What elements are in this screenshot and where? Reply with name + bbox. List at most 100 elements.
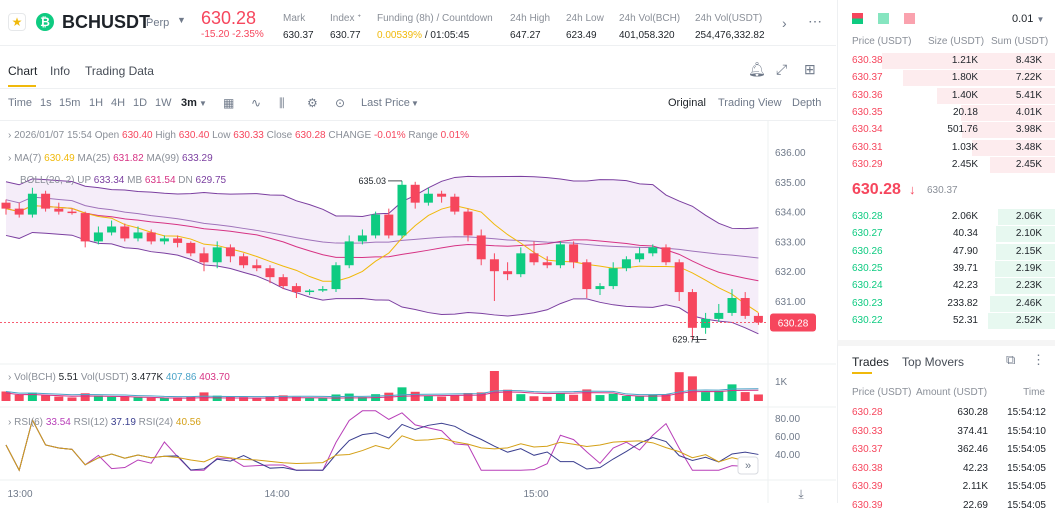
- tab-chart[interactable]: Chart: [8, 64, 37, 78]
- volume-bar: [714, 391, 723, 401]
- trade-price: 630.38: [852, 463, 883, 474]
- interval-1h[interactable]: 1H: [89, 97, 103, 109]
- collapse-icon[interactable]: ›: [8, 130, 11, 141]
- stat-index[interactable]: Index ᐩ 630.77: [330, 10, 361, 44]
- interval-1w[interactable]: 1W: [155, 97, 172, 109]
- popout-icon[interactable]: ⧉: [1006, 352, 1015, 368]
- precision-select[interactable]: 0.01 ▼: [1012, 13, 1044, 25]
- row-size: 52.31: [953, 315, 978, 326]
- interval-selected[interactable]: 3m: [181, 97, 197, 109]
- stat-value: 623.49: [566, 27, 604, 44]
- interval-15m[interactable]: 15m: [59, 97, 80, 109]
- chevron-down-icon: ▼: [1036, 15, 1044, 24]
- orderbook-row[interactable]: 630.25 39.71 2.19K: [838, 260, 1055, 277]
- high-label: High: [155, 130, 176, 141]
- row-price: 630.36: [852, 90, 883, 101]
- orderbook-row[interactable]: 630.28 2.06K 2.06K: [838, 208, 1055, 225]
- collapse-icon[interactable]: ›: [8, 417, 11, 428]
- orderbook-row[interactable]: 630.27 40.34 2.10K: [838, 225, 1055, 242]
- volume-bar: [556, 393, 565, 401]
- candle-body: [15, 209, 24, 215]
- row-size: 1.40K: [952, 90, 978, 101]
- interval-4h[interactable]: 4H: [111, 97, 125, 109]
- collapse-icon[interactable]: ›: [8, 372, 11, 383]
- candle-body: [543, 262, 552, 265]
- chevron-right-icon[interactable]: ›: [782, 15, 787, 31]
- price-type-dropdown-icon[interactable]: ▼: [411, 99, 419, 108]
- price-type-select[interactable]: Last Price: [361, 97, 410, 109]
- indicator-icon[interactable]: ∿: [251, 96, 261, 110]
- interval-1d[interactable]: 1D: [133, 97, 147, 109]
- last-price: 630.28: [201, 8, 256, 29]
- book-both-icon[interactable]: [852, 13, 863, 24]
- stat-value: 630.37: [283, 27, 314, 44]
- orderbook-row[interactable]: 630.22 52.31 2.52K: [838, 312, 1055, 329]
- tab-info[interactable]: Info: [50, 64, 70, 78]
- time-axis-label: 13:00: [7, 489, 32, 500]
- calendar-icon[interactable]: ▦: [223, 96, 234, 110]
- row-size: 1.03K: [952, 142, 978, 153]
- stat-value: 630.77: [330, 27, 361, 44]
- candle-body: [556, 244, 565, 265]
- candle-body: [226, 247, 235, 256]
- symbol-dropdown-icon[interactable]: ▼: [177, 15, 186, 25]
- volume-bar: [701, 392, 710, 401]
- stat-label: 24h High: [510, 10, 550, 27]
- more-vertical-icon[interactable]: ⋮: [1032, 352, 1045, 368]
- stat-label: Funding (8h) / Countdown: [377, 10, 493, 27]
- layout-grid-icon[interactable]: ⊞: [804, 61, 816, 78]
- orderbook-row[interactable]: 630.36 1.40K 5.41K: [838, 87, 1055, 104]
- volume-bar: [635, 396, 644, 401]
- orderbook-row[interactable]: 630.26 47.90 2.15K: [838, 243, 1055, 260]
- view-trading-view[interactable]: Trading View: [718, 97, 782, 109]
- tab-trades[interactable]: Trades: [852, 355, 889, 369]
- symbol-name[interactable]: BCHUSDT: [62, 12, 150, 33]
- tab-top-movers[interactable]: Top Movers: [902, 355, 964, 369]
- col-size: Size (USDT): [928, 36, 984, 47]
- open-label: Open: [95, 130, 119, 141]
- more-options-icon[interactable]: ⋯: [808, 13, 822, 30]
- candle-body: [635, 253, 644, 259]
- candle-body: [54, 209, 63, 212]
- orderbook-row[interactable]: 630.35 20.18 4.01K: [838, 104, 1055, 121]
- orderbook-row[interactable]: 630.29 2.45K 2.45K: [838, 156, 1055, 173]
- book-asks-icon[interactable]: [904, 13, 915, 24]
- collapse-icon[interactable]: ›: [8, 153, 11, 164]
- col-trade-price: Price (USDT): [852, 387, 911, 398]
- volume-bar: [648, 394, 657, 401]
- orderbook-row[interactable]: 630.23 233.82 2.46K: [838, 295, 1055, 312]
- candle-body: [398, 185, 407, 236]
- bell-icon[interactable]: 🔔︎: [748, 61, 766, 78]
- view-original[interactable]: Original: [668, 97, 706, 109]
- candle-body: [609, 268, 618, 286]
- expand-icon[interactable]: ⤢: [776, 61, 787, 78]
- candle-body: [292, 286, 301, 292]
- view-depth[interactable]: Depth: [792, 97, 821, 109]
- settings-chart-icon[interactable]: ⚙: [307, 96, 318, 110]
- time-axis-label: 15:00: [523, 489, 548, 500]
- row-price: 630.37: [852, 72, 883, 83]
- candle-type-icon[interactable]: ⫼: [279, 96, 285, 111]
- row-price: 630.22: [852, 315, 883, 326]
- interval-dropdown-icon[interactable]: ▼: [199, 99, 207, 108]
- orderbook-row[interactable]: 630.24 42.23 2.23K: [838, 277, 1055, 294]
- favorite-star-icon[interactable]: ★: [8, 13, 26, 31]
- book-bids-icon[interactable]: [878, 13, 889, 24]
- tab-trading-data[interactable]: Trading Data: [85, 64, 154, 78]
- candle-body: [622, 259, 631, 268]
- candle-body: [754, 316, 763, 323]
- trade-row: 630.37 362.46 15:54:05: [838, 444, 1055, 462]
- orderbook-row[interactable]: 630.38 1.21K 8.43K: [838, 52, 1055, 69]
- rsi12-value: 37.19: [111, 417, 136, 428]
- candle-body: [424, 194, 433, 203]
- orderbook-row[interactable]: 630.37 1.80K 7.22K: [838, 69, 1055, 86]
- candle-body: [107, 227, 116, 233]
- row-price: 630.23: [852, 298, 883, 309]
- trade-time: 15:54:12: [1007, 407, 1046, 418]
- drawing-icon[interactable]: ⊙: [335, 96, 345, 110]
- orderbook-row[interactable]: 630.31 1.03K 3.48K: [838, 139, 1055, 156]
- row-price: 630.26: [852, 246, 883, 257]
- orderbook-row[interactable]: 630.34 501.76 3.98K: [838, 121, 1055, 138]
- interval-1s[interactable]: 1s: [40, 97, 52, 109]
- mid-price: 630.28: [852, 181, 901, 199]
